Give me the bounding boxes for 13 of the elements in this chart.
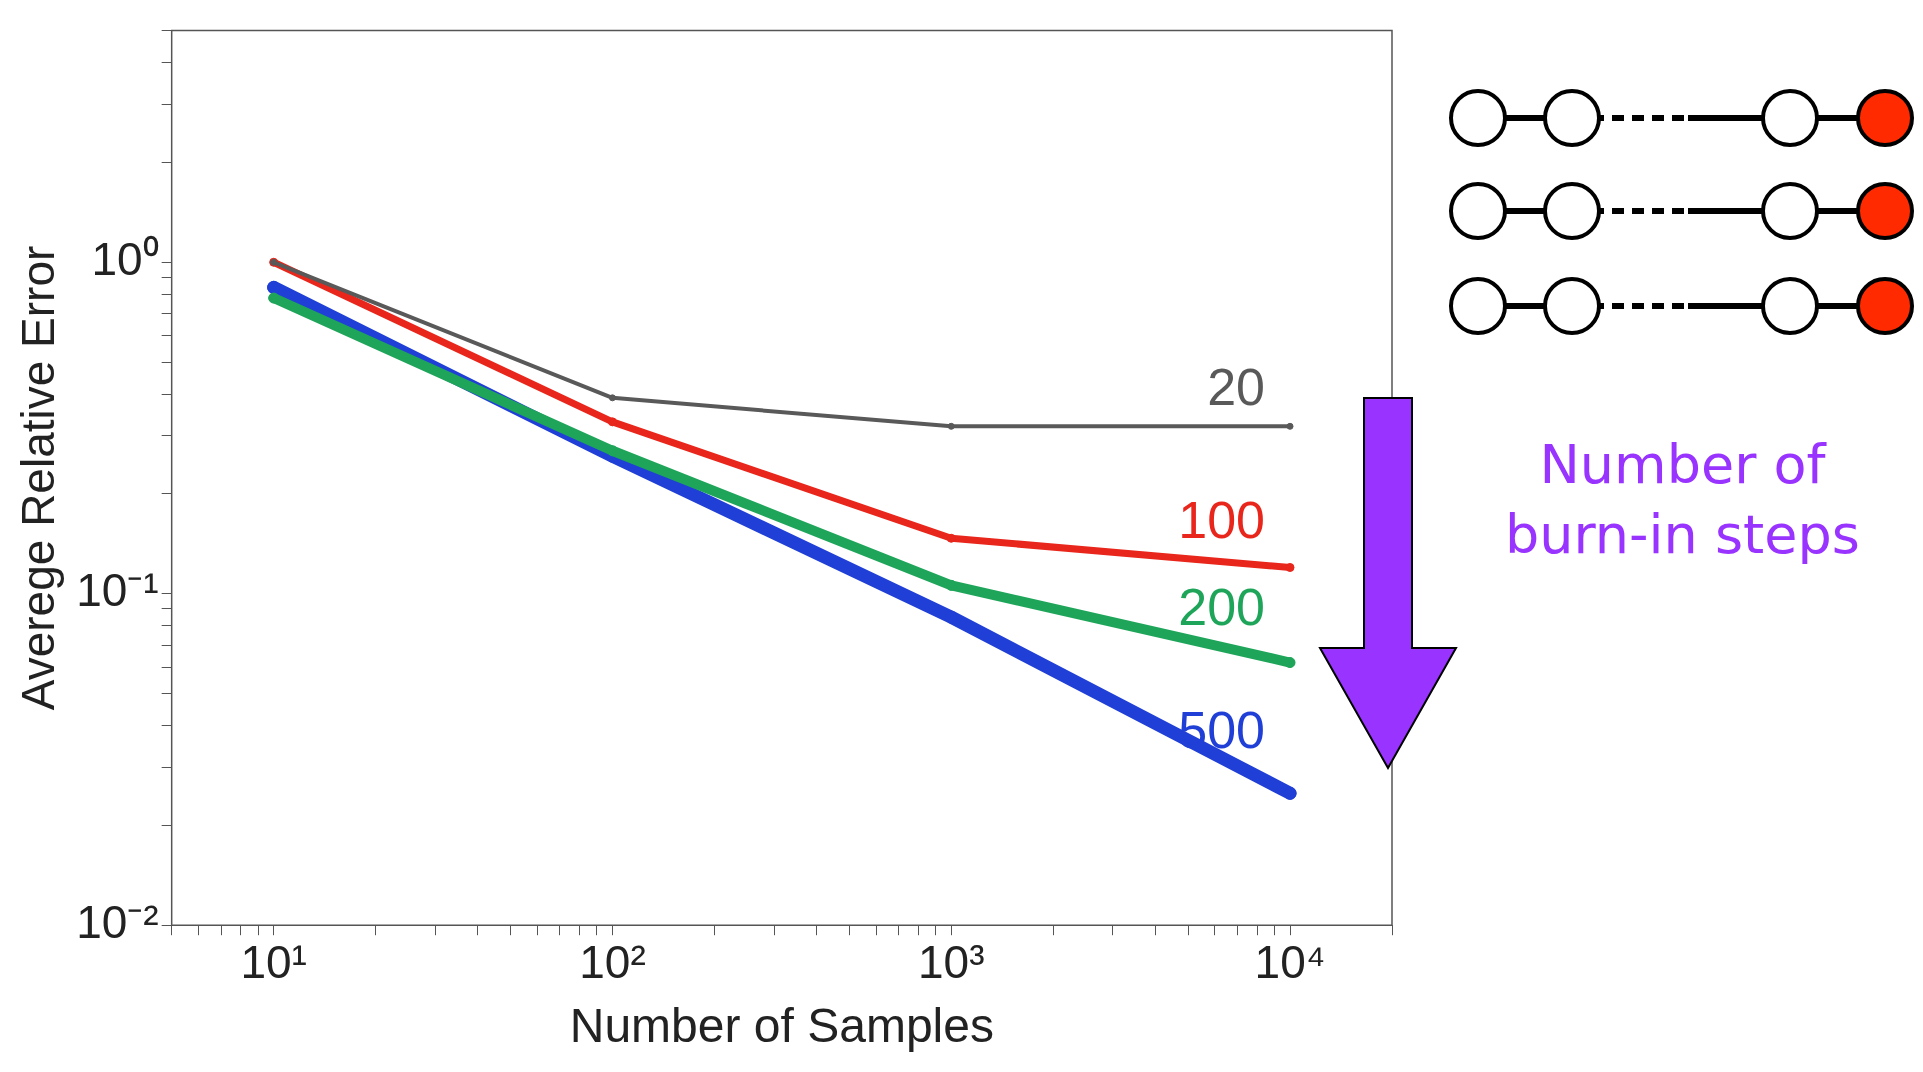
x-tick-label: 10¹ (240, 936, 307, 989)
text: Number of burn-in steps (1504, 432, 1861, 569)
series-label: 100 (1178, 490, 1266, 549)
y-tick-label: 10⁻² (76, 895, 159, 948)
series-label: 200 (1178, 577, 1266, 636)
x-tick-label: 10² (579, 936, 646, 989)
series-label: 20 (1207, 357, 1266, 416)
y-tick-label: 10⁰ (91, 232, 159, 285)
x-tick-label: 10³ (917, 936, 985, 989)
x-axis-title: Number of Samples (569, 999, 994, 1053)
y-axis-title: Averege Relative Error (12, 245, 65, 711)
x-tick-label: 10⁴ (1254, 936, 1326, 989)
y-tick-label: 10⁻¹ (76, 564, 159, 617)
